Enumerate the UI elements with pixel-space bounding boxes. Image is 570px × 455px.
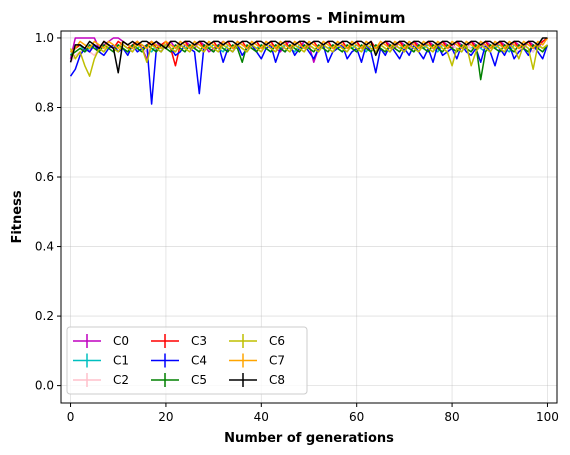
legend-box (66, 326, 308, 395)
legend-item-c0: C0 (73, 334, 129, 348)
legend: C0 C1 C2 C3 C4 C5 C6 C7 C8 (66, 326, 308, 395)
legend-item-c2: C2 (73, 373, 129, 387)
grid (61, 31, 557, 403)
y-tick-label: 1.0 (35, 31, 54, 45)
x-axis-title: Number of generations (224, 431, 394, 446)
x-tick-label: 80 (444, 410, 459, 424)
legend-item-c7: C7 (229, 353, 285, 368)
x-tick-label: 60 (349, 410, 364, 424)
series-line-c8 (69, 37, 548, 74)
x-tick-label: 40 (254, 410, 269, 424)
chart-title: mushrooms - Minimum (213, 9, 406, 27)
legend-label: C3 (191, 334, 207, 348)
legend-label: C8 (269, 373, 285, 387)
legend-label: C1 (113, 354, 129, 368)
legend-label: C0 (113, 334, 129, 348)
x-tick-label: 20 (158, 410, 173, 424)
legend-label: C5 (191, 373, 207, 387)
y-tick-label: 0.0 (35, 379, 54, 393)
series-layer (69, 37, 549, 105)
x-tick-label: 100 (536, 410, 559, 424)
y-axis: 0.0 0.2 0.4 0.6 0.8 1.0 (35, 31, 61, 393)
y-tick-label: 0.8 (35, 100, 54, 114)
legend-label: C4 (191, 354, 207, 368)
legend-label: C7 (269, 354, 285, 368)
plot-frame (60, 30, 558, 404)
legend-item-c5: C5 (151, 373, 207, 387)
y-axis-title: Fitness (10, 190, 25, 243)
legend-item-c8: C8 (229, 373, 285, 387)
y-tick-label: 0.2 (35, 309, 54, 323)
y-tick-label: 0.4 (35, 240, 54, 254)
legend-item-c1: C1 (73, 353, 129, 368)
legend-item-c4: C4 (151, 353, 207, 368)
legend-label: C6 (269, 334, 285, 348)
x-axis: 0 20 40 60 80 100 (67, 403, 559, 424)
y-tick-label: 0.6 (35, 170, 54, 184)
legend-item-c6: C6 (229, 334, 285, 348)
legend-label: C2 (113, 373, 129, 387)
x-tick-label: 0 (67, 410, 75, 424)
legend-item-c3: C3 (151, 334, 207, 348)
